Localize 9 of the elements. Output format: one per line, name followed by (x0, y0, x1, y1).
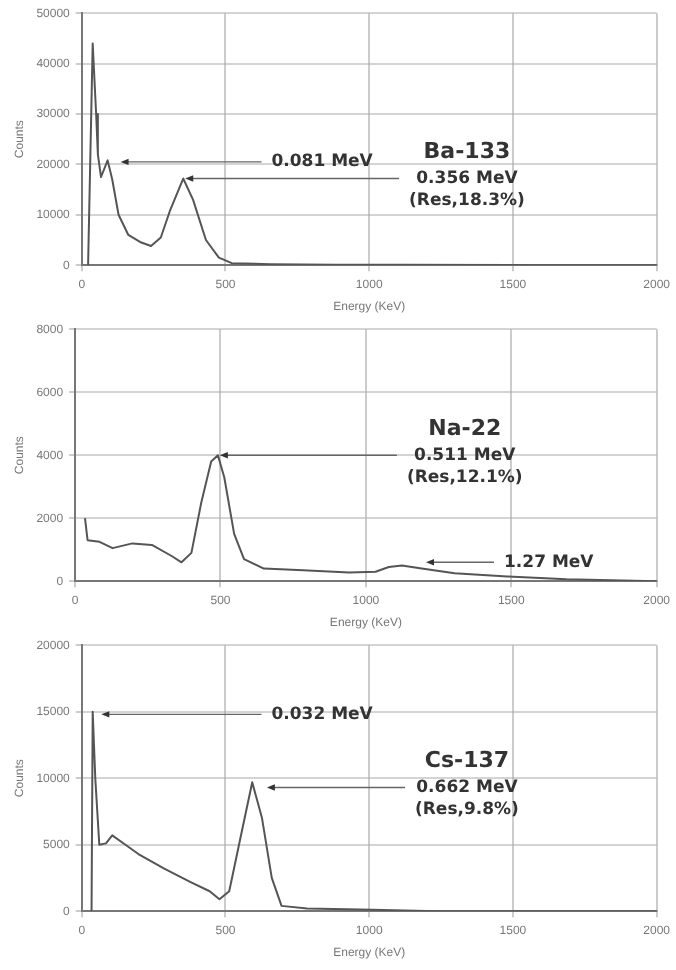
annotation: 1.27 MeV (504, 552, 595, 573)
annotation: Ba-133 (423, 138, 511, 165)
annotation: 0.356 MeV (Res,18.3%) (409, 168, 526, 211)
annotation: 0.511 MeV (Res,12.1%) (406, 445, 523, 488)
annotation: Cs-137 (424, 747, 510, 774)
annotation: 0.081 MeV (271, 152, 374, 173)
annotation: 0.662 MeV (Res,9.8%) (414, 777, 520, 820)
annotation: Na-22 (428, 414, 502, 441)
annotation: 0.032 MeV (271, 704, 374, 725)
